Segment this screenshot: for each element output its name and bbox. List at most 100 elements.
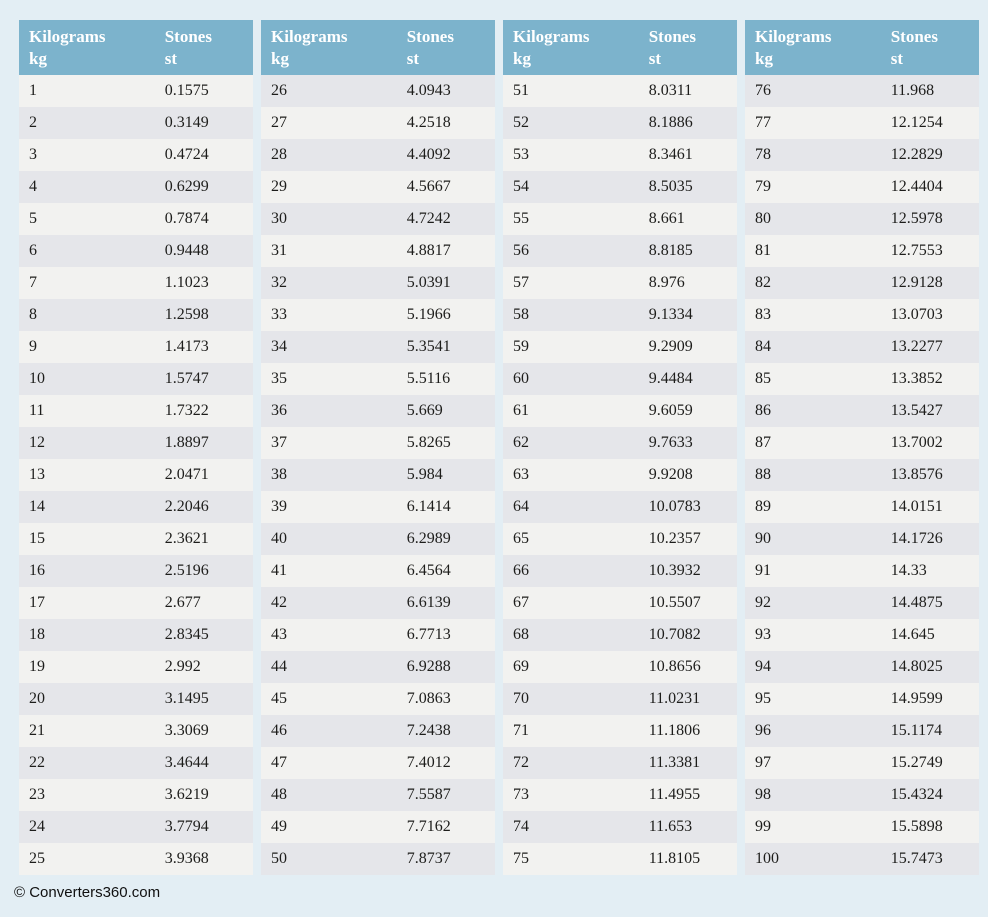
kg-value: 37 [261, 427, 397, 459]
stones-column-header: Stones st [396, 20, 495, 75]
st-value: 1.4173 [154, 331, 253, 363]
table-row: 6 0.9448 [19, 235, 253, 267]
stones-header-title: Stones [406, 26, 454, 46]
st-value: 6.6139 [396, 587, 495, 619]
table-row: 33 5.1966 [261, 299, 495, 331]
st-value: 7.4012 [396, 747, 495, 779]
stones-header-unit: st [406, 48, 419, 68]
table-row: 36 5.669 [261, 395, 495, 427]
kg-value: 82 [745, 267, 881, 299]
kg-value: 68 [503, 619, 639, 651]
kg-value: 12 [19, 427, 155, 459]
conversion-table-grid: Kilograms kg Stones st 1 0.1575 2 0.3149 3 0.… [19, 20, 979, 875]
kg-value: 100 [745, 843, 881, 875]
kg-value: 59 [503, 331, 639, 363]
table-row: 82 12.9128 [745, 267, 979, 299]
kg-value: 5 [19, 203, 155, 235]
table-row: 78 12.2829 [745, 139, 979, 171]
table-row: 8 1.2598 [19, 299, 253, 331]
table-row: 12 1.8897 [19, 427, 253, 459]
table-row: 90 14.1726 [745, 523, 979, 555]
st-value: 12.9128 [880, 267, 979, 299]
kg-value: 63 [503, 459, 639, 491]
table-row: 71 11.1806 [503, 715, 737, 747]
kilograms-header-unit: kg [29, 48, 47, 68]
table-row: 59 9.2909 [503, 331, 737, 363]
kg-value: 21 [19, 715, 155, 747]
st-value: 4.2518 [396, 107, 495, 139]
st-value: 1.2598 [154, 299, 253, 331]
table-row: 26 4.0943 [261, 75, 495, 107]
table-row: 23 3.6219 [19, 779, 253, 811]
st-value: 9.4484 [638, 363, 737, 395]
kg-value: 98 [745, 779, 881, 811]
table-row: 85 13.3852 [745, 363, 979, 395]
st-value: 9.9208 [638, 459, 737, 491]
kg-value: 6 [19, 235, 155, 267]
st-value: 12.4404 [880, 171, 979, 203]
st-value: 4.5667 [396, 171, 495, 203]
kg-value: 13 [19, 459, 155, 491]
kg-value: 88 [745, 459, 881, 491]
st-value: 9.1334 [638, 299, 737, 331]
kg-to-st-table: Kilograms kg Stones st 1 0.1575 2 0.3149 3 0.… [19, 20, 253, 875]
header-row: Kilograms kg Stones st [261, 20, 495, 75]
st-value: 14.4875 [880, 587, 979, 619]
st-value: 12.2829 [880, 139, 979, 171]
stones-header-unit: st [890, 48, 903, 68]
stones-column-header: Stones st [638, 20, 737, 75]
st-value: 15.4324 [880, 779, 979, 811]
table-row: 100 15.7473 [745, 843, 979, 875]
st-value: 2.677 [154, 587, 253, 619]
kg-value: 33 [261, 299, 397, 331]
table-row: 27 4.2518 [261, 107, 495, 139]
footer-copyright: © Converters360.com [14, 884, 161, 901]
st-value: 0.3149 [154, 107, 253, 139]
kg-value: 34 [261, 331, 397, 363]
kg-value: 10 [19, 363, 155, 395]
table-row: 63 9.9208 [503, 459, 737, 491]
st-value: 6.4564 [396, 555, 495, 587]
kg-value: 65 [503, 523, 639, 555]
table-row: 51 8.0311 [503, 75, 737, 107]
kg-to-st-table: Kilograms kg Stones st 76 11.968 77 12.1254… [745, 20, 979, 875]
st-value: 13.3852 [880, 363, 979, 395]
table-row: 87 13.7002 [745, 427, 979, 459]
table-row: 42 6.6139 [261, 587, 495, 619]
st-value: 8.8185 [638, 235, 737, 267]
table-row: 18 2.8345 [19, 619, 253, 651]
stones-column-header: Stones st [154, 20, 253, 75]
st-value: 2.8345 [154, 619, 253, 651]
kg-to-st-table: Kilograms kg Stones st 51 8.0311 52 8.1886 5… [503, 20, 737, 875]
kg-value: 44 [261, 651, 397, 683]
st-value: 11.968 [880, 75, 979, 107]
stones-header-title: Stones [890, 26, 938, 46]
kg-value: 60 [503, 363, 639, 395]
table-row: 66 10.3932 [503, 555, 737, 587]
st-value: 12.5978 [880, 203, 979, 235]
table-body: 26 4.0943 27 4.2518 28 4.4092 29 4.5667 30 4.7242… [261, 75, 495, 875]
table-row: 96 15.1174 [745, 715, 979, 747]
table-row: 43 6.7713 [261, 619, 495, 651]
table-row: 80 12.5978 [745, 203, 979, 235]
st-value: 8.0311 [638, 75, 737, 107]
kg-value: 96 [745, 715, 881, 747]
kg-value: 99 [745, 811, 881, 843]
kg-value: 30 [261, 203, 397, 235]
kg-value: 85 [745, 363, 881, 395]
table-row: 40 6.2989 [261, 523, 495, 555]
st-value: 10.3932 [638, 555, 737, 587]
table-row: 10 1.5747 [19, 363, 253, 395]
table-header: Kilograms kg Stones st [503, 20, 737, 75]
table-row: 61 9.6059 [503, 395, 737, 427]
st-value: 8.3461 [638, 139, 737, 171]
table-row: 5 0.7874 [19, 203, 253, 235]
table-row: 99 15.5898 [745, 811, 979, 843]
st-value: 13.5427 [880, 395, 979, 427]
st-value: 15.1174 [880, 715, 979, 747]
table-row: 68 10.7082 [503, 619, 737, 651]
kilograms-column-header: Kilograms kg [745, 20, 881, 75]
header-row: Kilograms kg Stones st [503, 20, 737, 75]
st-value: 6.2989 [396, 523, 495, 555]
